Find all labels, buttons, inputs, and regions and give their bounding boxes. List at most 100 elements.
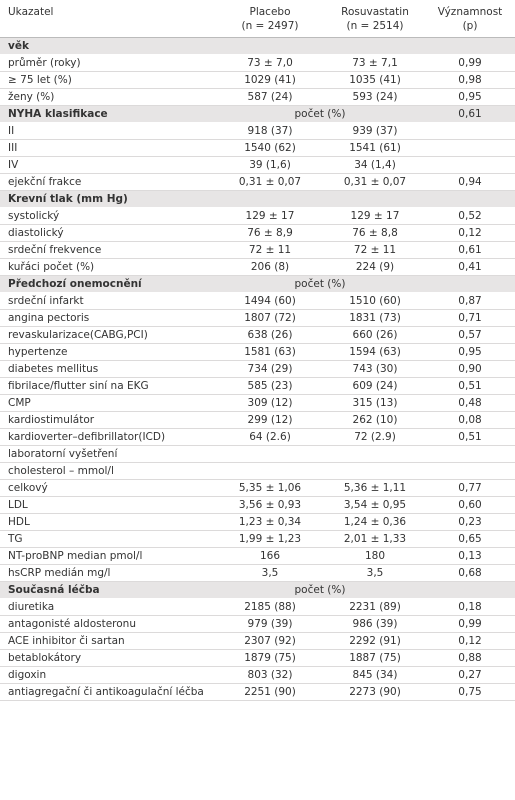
cell: celkový bbox=[8, 482, 48, 494]
cell: 1807 (72) bbox=[244, 312, 296, 324]
cell: 0,77 bbox=[458, 482, 482, 494]
cell: 315 (13) bbox=[352, 397, 398, 409]
cell: 39 (1,6) bbox=[249, 159, 291, 171]
cell: hsCRP medián mg/l bbox=[8, 567, 111, 579]
cell: 0,08 bbox=[458, 414, 482, 426]
cell: 72 ± 11 bbox=[353, 244, 397, 256]
cell: 660 (26) bbox=[352, 329, 398, 341]
cell: II bbox=[8, 125, 15, 137]
cell: 2273 (90) bbox=[349, 686, 401, 698]
data-row: revaskularizace(CABG,PCI) 638 (26) 660 (26… bbox=[0, 327, 515, 344]
data-row: LDL 3,56 ± 0,93 3,54 ± 0,95 0,60 bbox=[0, 497, 515, 514]
cell: diabetes mellitus bbox=[8, 363, 99, 375]
data-row: ženy (%) 587 (24) 593 (24) 0,95 bbox=[0, 89, 515, 106]
cell: 585 (23) bbox=[247, 380, 293, 392]
header-row: Ukazatel Placebo (n = 2497) Rosuvastatin (n … bbox=[0, 0, 515, 38]
cell: 939 (37) bbox=[352, 125, 398, 137]
data-row: průměr (roky) 73 ± 7,0 73 ± 7,1 0,99 bbox=[0, 55, 515, 72]
cell: digoxin bbox=[8, 669, 47, 681]
header-cell: Rosuvastatin (n = 2514) bbox=[325, 0, 425, 37]
cell: 73 ± 7,1 bbox=[352, 57, 398, 69]
cell: 73 ± 7,0 bbox=[247, 57, 293, 69]
section-row: Krevní tlak (mm Hg) bbox=[0, 191, 515, 208]
cell: 1887 (75) bbox=[349, 652, 401, 664]
section-label: Krevní tlak (mm Hg) bbox=[8, 193, 128, 205]
cell: 2,01 ± 1,33 bbox=[343, 533, 407, 545]
section-note: počet (%) bbox=[294, 108, 346, 120]
cell: kuřáci počet (%) bbox=[8, 261, 95, 273]
cell: 72 (2.9) bbox=[354, 431, 396, 443]
data-row: celkový 5,35 ± 1,06 5,36 ± 1,11 0,77 bbox=[0, 480, 515, 497]
cell: HDL bbox=[8, 516, 30, 528]
cell: antagonisté aldosteronu bbox=[8, 618, 136, 630]
cell: NT-proBNP median pmol/l bbox=[8, 550, 143, 562]
data-row: kuřáci počet (%) 206 (8) 224 (9) 0,41 bbox=[0, 259, 515, 276]
cell: 64 (2.6) bbox=[249, 431, 291, 443]
data-row: II 918 (37) 939 (37) bbox=[0, 123, 515, 140]
cell: 609 (24) bbox=[352, 380, 398, 392]
cell: 166 bbox=[259, 550, 281, 562]
cell: 0,65 bbox=[458, 533, 482, 545]
cell: 1541 (61) bbox=[349, 142, 401, 154]
cell: 0,13 bbox=[458, 550, 482, 562]
section-row: NYHA klasifikace počet (%) 0,61 bbox=[0, 106, 515, 123]
empty-cell bbox=[215, 446, 325, 462]
data-row: ejekční frakce 0,31 ± 0,07 0,31 ± 0,07 0,94 bbox=[0, 174, 515, 191]
cell: 34 (1,4) bbox=[354, 159, 396, 171]
section-row: věk bbox=[0, 38, 515, 55]
cell: 918 (37) bbox=[247, 125, 293, 137]
data-row: CMP 309 (12) 315 (13) 0,48 bbox=[0, 395, 515, 412]
empty-cell bbox=[325, 446, 425, 462]
cell: 986 (39) bbox=[352, 618, 398, 630]
data-row: HDL 1,23 ± 0,34 1,24 ± 0,36 0,23 bbox=[0, 514, 515, 531]
empty-cell bbox=[425, 276, 515, 292]
cell: 3,5 bbox=[366, 567, 384, 579]
cell: ACE inhibitor či sartan bbox=[8, 635, 125, 647]
cell: 0,51 bbox=[458, 431, 482, 443]
cell: 0,51 bbox=[458, 380, 482, 392]
header-line: Placebo bbox=[249, 6, 291, 18]
cell: 309 (12) bbox=[247, 397, 293, 409]
cell: 0,27 bbox=[458, 669, 482, 681]
cell: 734 (29) bbox=[247, 363, 293, 375]
cell: III bbox=[8, 142, 18, 154]
header-cell: Významnost (p) bbox=[425, 0, 515, 37]
cell: průměr (roky) bbox=[8, 57, 81, 69]
table: Ukazatel Placebo (n = 2497) Rosuvastatin (n … bbox=[0, 0, 515, 701]
cell: 72 ± 11 bbox=[248, 244, 292, 256]
empty-cell bbox=[215, 191, 425, 207]
cell: cholesterol – mmol/l bbox=[8, 465, 114, 477]
cell: 0,68 bbox=[458, 567, 482, 579]
cell: 0,88 bbox=[458, 652, 482, 664]
cell: 0,98 bbox=[458, 74, 482, 86]
section-label: Současná léčba bbox=[8, 584, 100, 596]
data-row: betablokátory 1879 (75) 1887 (75) 0,88 bbox=[0, 650, 515, 667]
cell: 76 ± 8,9 bbox=[247, 227, 293, 239]
cell: LDL bbox=[8, 499, 28, 511]
data-row: antagonisté aldosteronu 979 (39) 986 (39) 0… bbox=[0, 616, 515, 633]
header-line: (p) bbox=[462, 20, 478, 32]
cell: kardioverter–defibrillator(ICD) bbox=[8, 431, 166, 443]
cell: betablokátory bbox=[8, 652, 82, 664]
empty-cell bbox=[425, 446, 515, 462]
data-row: angina pectoris 1807 (72) 1831 (73) 0,71 bbox=[0, 310, 515, 327]
cell: 0,71 bbox=[458, 312, 482, 324]
cell: 1,24 ± 0,36 bbox=[343, 516, 407, 528]
empty-cell bbox=[325, 463, 425, 479]
section-row: Předchozí onemocnění počet (%) bbox=[0, 276, 515, 293]
header-line: Významnost bbox=[437, 6, 503, 18]
cell: 262 (10) bbox=[352, 414, 398, 426]
cell: 2251 (90) bbox=[244, 686, 296, 698]
data-row: laboratorní vyšetření bbox=[0, 446, 515, 463]
cell: 129 ± 17 bbox=[245, 210, 295, 222]
cell: 1029 (41) bbox=[244, 74, 296, 86]
cell: hypertenze bbox=[8, 346, 68, 358]
header-line: (n = 2497) bbox=[241, 20, 299, 32]
cell: 1540 (62) bbox=[244, 142, 296, 154]
empty-cell bbox=[425, 191, 515, 207]
cell: revaskularizace(CABG,PCI) bbox=[8, 329, 148, 341]
cell: 1494 (60) bbox=[244, 295, 296, 307]
cell: TG bbox=[8, 533, 23, 545]
cell: antiagregační či antikoagulační léčba bbox=[8, 686, 204, 698]
